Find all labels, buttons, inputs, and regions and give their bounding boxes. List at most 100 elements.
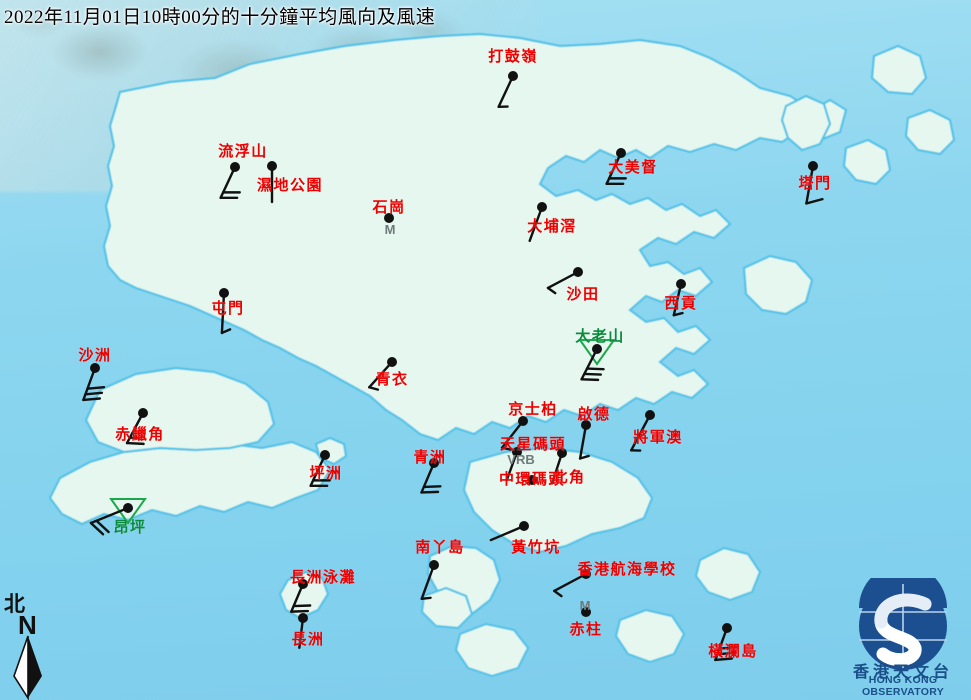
- station-label-kings-park: 京士柏: [508, 402, 558, 418]
- station-dot-sai-kung[interactable]: [676, 279, 686, 289]
- wind-station-kings-park: [500, 416, 528, 451]
- station-dot-tai-po-kau[interactable]: [537, 202, 547, 212]
- station-label-north-point: 北角: [552, 470, 586, 486]
- barb-half-kings-park: [500, 446, 513, 451]
- station-label-lau-fau-shan: 流浮山: [218, 144, 268, 160]
- barb-full-chek-lap-kok: [125, 441, 145, 446]
- station-dot-wetland-park[interactable]: [267, 161, 277, 171]
- station-label-star-ferry: 天星碼頭: [499, 437, 567, 453]
- station-dot-tates-cairn[interactable]: [592, 344, 602, 354]
- wind-station-wong-chuk-hang: [489, 521, 529, 542]
- barb-full-sha-chau: [82, 397, 102, 402]
- station-label-kai-tak: 啟德: [577, 407, 611, 423]
- station-dot-waglan-island[interactable]: [722, 623, 732, 633]
- barb-staff-wong-chuk-hang: [489, 524, 526, 542]
- station-dot-star-ferry[interactable]: [512, 447, 522, 457]
- barb-half-tuen-mun: [220, 328, 232, 335]
- wind-station-tsing-yi: [368, 357, 397, 391]
- wind-station-tap-mun: [805, 161, 824, 205]
- station-dot-wong-chuk-hang[interactable]: [519, 521, 529, 531]
- station-dot-stanley[interactable]: [581, 607, 591, 617]
- station-label-shek-kong: 石崗: [372, 200, 406, 216]
- station-dot-peng-chau[interactable]: [320, 450, 330, 460]
- station-note-shek-kong: M: [384, 222, 396, 237]
- station-label-sha-tin: 沙田: [566, 287, 600, 303]
- station-dot-ta-kwu-ling[interactable]: [508, 71, 518, 81]
- compass-label-en: N: [18, 610, 37, 640]
- barb-staff-tseung-kwan-o: [630, 413, 652, 452]
- station-dot-lamma-island[interactable]: [429, 560, 439, 570]
- station-dot-green-island[interactable]: [429, 458, 439, 468]
- compass-rose: 北 N: [2, 590, 64, 700]
- station-label-tai-po-kau: 大埔滘: [527, 219, 577, 235]
- station-dot-tai-mei-tuk[interactable]: [616, 148, 626, 158]
- wind-station-sai-kung: [672, 279, 686, 317]
- station-dot-lau-fau-shan[interactable]: [230, 162, 240, 172]
- station-label-waglan-island: 橫瀾島: [708, 644, 758, 660]
- barb-full-waglan-island: [718, 646, 738, 650]
- station-dot-tuen-mun[interactable]: [219, 288, 229, 298]
- station-dot-central-pier[interactable]: [527, 475, 537, 485]
- station-dot-tsing-yi[interactable]: [387, 357, 397, 367]
- station-note-central-pier: VRB: [507, 452, 535, 467]
- barb-full-tates-cairn: [585, 367, 605, 371]
- logo-text-en: HONG KONG OBSERVATORY: [861, 674, 945, 698]
- wind-station-lau-fau-shan: [219, 162, 241, 200]
- barb-full-waglan-island: [714, 657, 734, 662]
- barb-full-tates-cairn: [580, 378, 600, 382]
- hko-logo: 香港天文台 HONG KONG OBSERVATORY: [837, 564, 969, 700]
- station-label-tsing-yi: 青衣: [375, 372, 409, 388]
- wind-station-tuen-mun: [219, 288, 232, 335]
- page-title: 2022年11月01日10時00分的十分鐘平均風向及風速: [4, 7, 436, 28]
- station-dot-chek-lap-kok[interactable]: [138, 408, 148, 418]
- wind-station-shek-kong: [384, 213, 394, 223]
- barb-staff-lamma-island: [420, 563, 436, 601]
- wind-barb-layer: [82, 71, 824, 662]
- wind-station-sha-tin: [546, 267, 583, 295]
- wind-station-tai-po-kau: [528, 202, 547, 243]
- station-dot-kings-park[interactable]: [518, 416, 528, 426]
- station-dot-tseung-kwan-o[interactable]: [645, 410, 655, 420]
- station-dot-north-point[interactable]: [557, 448, 567, 458]
- station-dot-tap-mun[interactable]: [808, 161, 818, 171]
- barb-half-kai-tak: [578, 454, 590, 460]
- wind-station-tseung-kwan-o: [630, 410, 655, 452]
- station-label-cheung-chau: 長洲: [291, 632, 325, 648]
- station-label-cheung-chau-beach: 長洲泳灘: [289, 570, 357, 586]
- station-dot-shek-kong[interactable]: [384, 213, 394, 223]
- station-dot-sha-chau[interactable]: [90, 363, 100, 373]
- station-label-hk-sea-school: 香港航海學校: [577, 562, 677, 578]
- barb-full-sha-chau: [86, 386, 106, 390]
- station-label-lamma-island: 南丫島: [415, 540, 465, 556]
- wind-station-north-point: [550, 448, 567, 485]
- barb-full-ngong-ping: [95, 519, 110, 534]
- compass-label-cn: 北: [4, 592, 25, 616]
- wind-station-chek-lap-kok: [125, 408, 148, 446]
- barb-full-green-island: [422, 485, 442, 489]
- station-label-ta-kwu-ling: 打鼓嶺: [488, 49, 538, 65]
- station-dot-hk-sea-school[interactable]: [581, 569, 591, 579]
- station-label-sai-kung: 西貢: [664, 296, 698, 312]
- barb-staff-sha-tin: [546, 270, 580, 290]
- wind-station-peng-chau: [309, 450, 331, 488]
- wind-station-kai-tak: [578, 420, 591, 460]
- station-label-stanley: 赤柱: [569, 622, 603, 638]
- barb-full-tates-cairn: [583, 372, 603, 376]
- barb-half-lamma-island: [420, 596, 432, 601]
- station-dot-cheung-chau[interactable]: [298, 613, 308, 623]
- barb-staff-kai-tak: [578, 423, 588, 460]
- station-label-tates-cairn: 大老山: [575, 329, 625, 345]
- station-dot-kai-tak[interactable]: [581, 420, 591, 430]
- barb-half-sai-kung: [672, 311, 684, 317]
- hko-emblem-icon: [859, 564, 947, 670]
- station-dot-sha-tin[interactable]: [573, 267, 583, 277]
- barb-staff-tsing-yi: [368, 360, 394, 389]
- station-dot-cheung-chau-beach[interactable]: [298, 579, 308, 589]
- station-label-tuen-mun: 屯門: [211, 301, 245, 317]
- station-label-ngong-ping: 昂坪: [113, 520, 147, 536]
- wind-station-cheung-chau-beach: [290, 579, 312, 613]
- station-dot-ngong-ping[interactable]: [123, 503, 133, 513]
- wind-station-sha-chau: [82, 363, 106, 402]
